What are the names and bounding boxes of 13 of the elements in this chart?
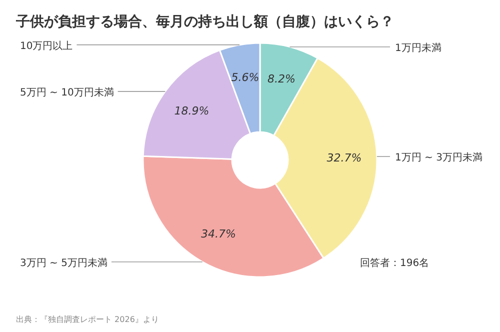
data-label: 5.6%: [231, 71, 260, 84]
slice-label: 1万円 ~ 3万円未満: [395, 152, 482, 164]
chart-title: 子供が負担する場合、毎月の持ち出し額（自腹）はいくら？: [15, 13, 394, 30]
source-note: 出典：『独自調査レポート 2026』より: [16, 315, 159, 324]
data-label: 34.7%: [201, 227, 236, 240]
slice-label: 1万円未満: [395, 42, 442, 54]
slice-label: 10万円以上: [20, 40, 73, 52]
slice-label: 5万円 ~ 10万円未満: [20, 86, 114, 98]
data-label: 8.2%: [267, 72, 296, 86]
data-label: 32.7%: [326, 151, 362, 164]
data-label: 18.9%: [174, 104, 210, 118]
text: 回答者：196名: [360, 257, 430, 269]
slice-label: 3万円 ~ 5万円未満: [20, 256, 108, 269]
